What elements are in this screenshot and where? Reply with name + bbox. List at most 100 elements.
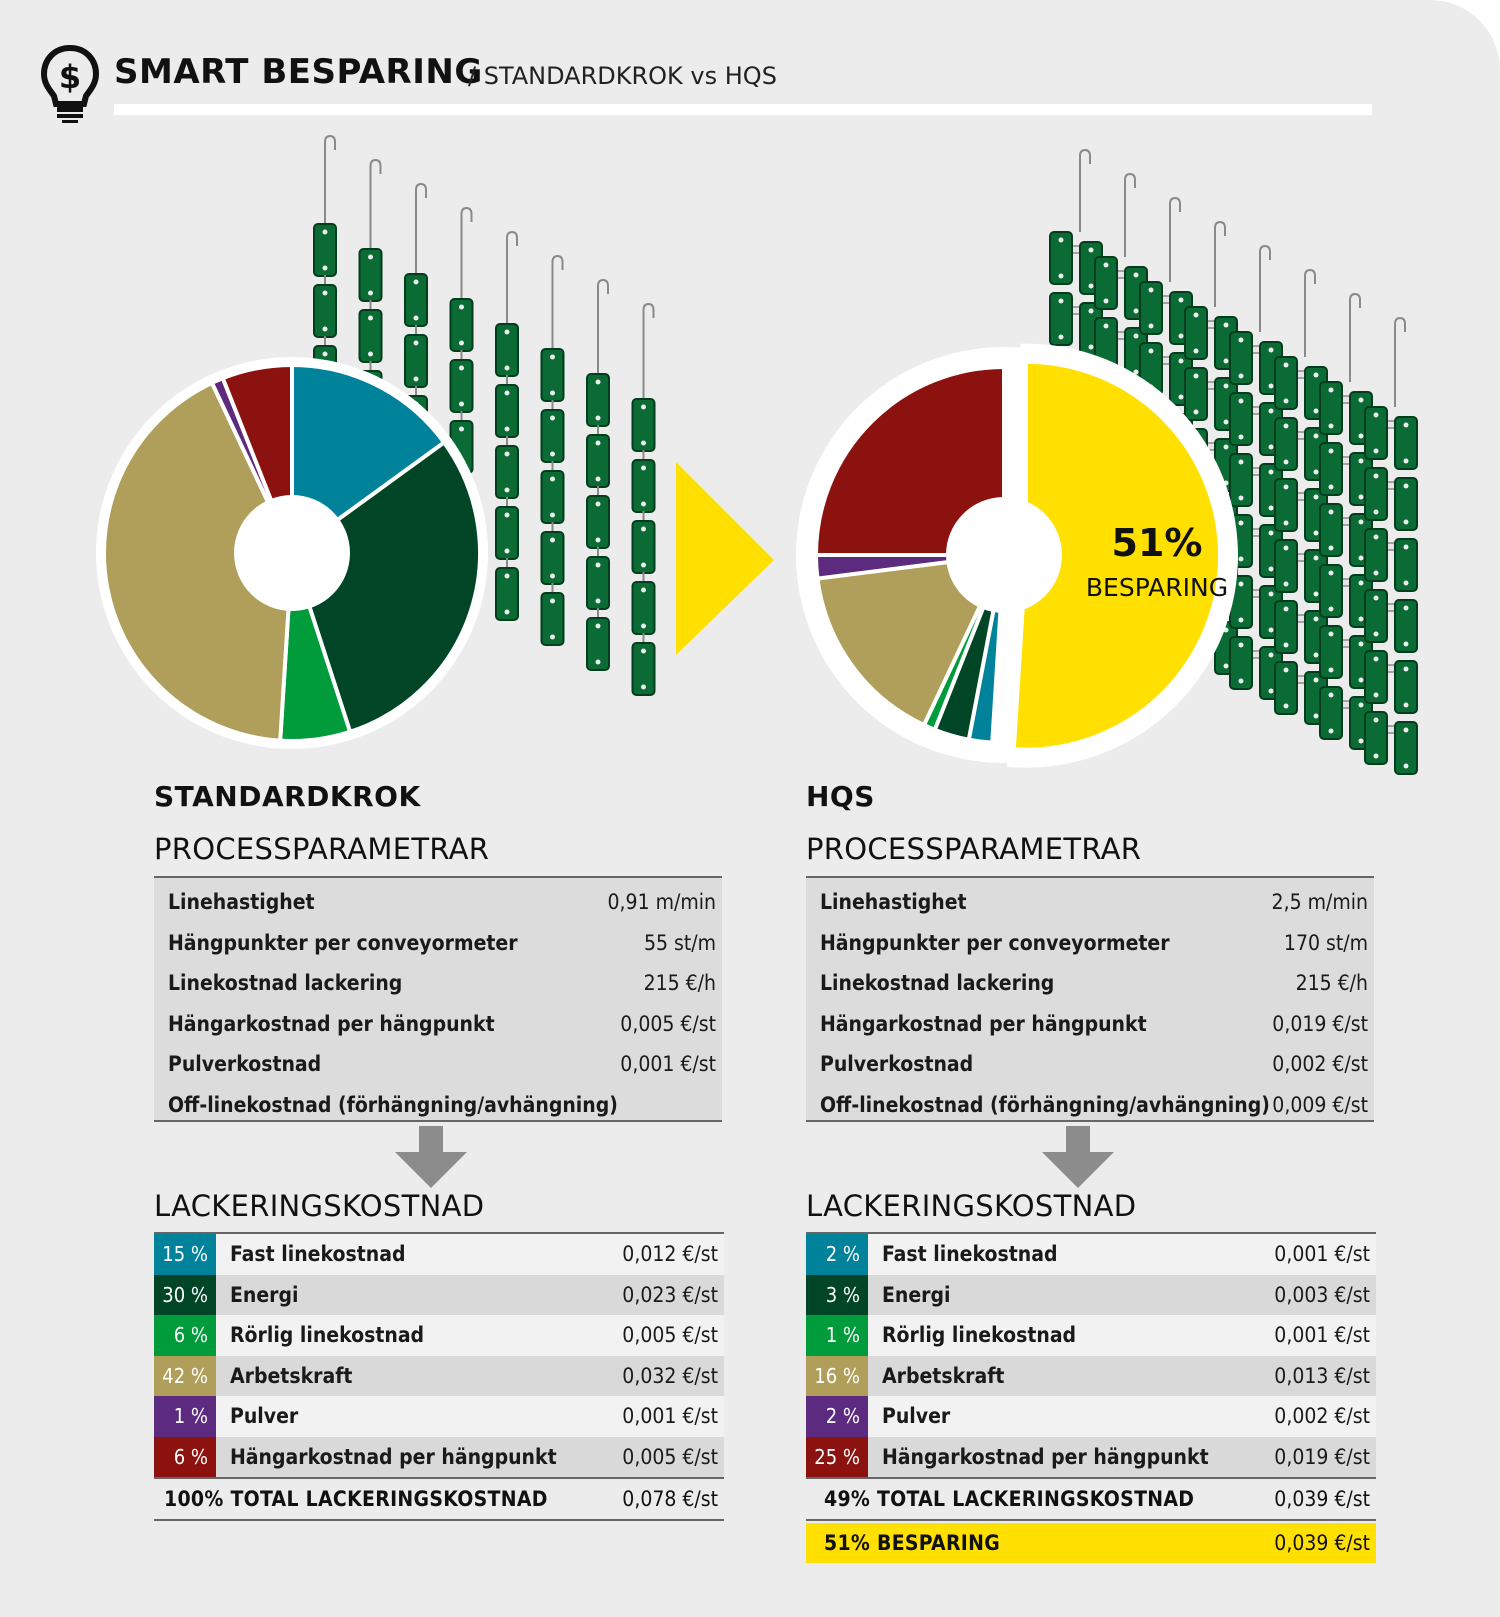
cost-value: 0,005 €/st	[622, 1323, 718, 1348]
hanger-hole	[322, 290, 328, 296]
cost-percent: 6 %	[154, 1315, 216, 1356]
pie-center-hole	[946, 497, 1062, 613]
cost-label: Pulver	[882, 1404, 951, 1429]
hanger-hole	[1358, 677, 1364, 683]
hanger-hole	[1148, 348, 1154, 354]
hanger-hole	[504, 548, 510, 554]
chart-artwork: 51% BESPARING	[96, 134, 1418, 775]
hanger-hole	[1088, 283, 1094, 289]
hanger-plate	[1094, 256, 1118, 310]
hanger-hole	[641, 684, 646, 690]
hanger-hole	[1283, 484, 1289, 490]
hanger-hole	[550, 598, 555, 604]
hanger-hole	[1403, 458, 1409, 464]
pie-chart-hqs: 51% BESPARING	[796, 343, 1238, 768]
hanger-plate	[1274, 478, 1298, 532]
pie-slice-besparing	[1011, 359, 1222, 752]
pie-slice-fast-linekostnad	[290, 363, 447, 555]
hanger-hole	[1283, 581, 1289, 587]
page-subtitle: / STANDARDKROK vs HQS	[468, 62, 777, 90]
hanger-hole	[322, 326, 328, 332]
hanger-hole	[1223, 322, 1229, 328]
hanger-hole	[1373, 717, 1379, 723]
hanger-plate	[1319, 381, 1343, 435]
total-row: 100% TOTAL LACKERINGSKOSTNAD 0,078 €/st	[154, 1477, 724, 1521]
hanger-hole	[413, 279, 419, 285]
hanger-hole	[1268, 566, 1274, 572]
hanger-hole	[550, 476, 555, 482]
total-label: 49% TOTAL LACKERINGSKOSTNAD	[824, 1487, 1195, 1511]
cost-label: Pulver	[230, 1404, 299, 1429]
hanger-plate	[1184, 367, 1208, 421]
right-costs-title: LACKERINGSKOSTNAD	[806, 1189, 1137, 1223]
hanger-plate	[1364, 650, 1388, 704]
hanger-hole	[459, 304, 464, 310]
hanger-hole	[550, 537, 555, 543]
param-label: Hängpunkter per conveyormeter	[168, 930, 518, 955]
hook-wire	[1304, 268, 1316, 357]
hanger-plate	[1364, 589, 1388, 643]
hook-wire	[460, 206, 473, 299]
hanger-hole	[1313, 530, 1319, 536]
hanger-plate	[1049, 292, 1073, 346]
hanger-hole	[1328, 509, 1334, 515]
hanger-hole	[1238, 434, 1244, 440]
hanger-hole	[1283, 667, 1289, 673]
hanger-plate	[1274, 417, 1298, 471]
cost-value: 0,019 €/st	[1274, 1444, 1370, 1469]
hanger-plate	[1274, 356, 1298, 410]
param-value: 2,5 m/min	[1271, 890, 1368, 915]
hanger-hole	[1223, 383, 1229, 389]
hanger-hole	[1313, 652, 1319, 658]
hanger-hole	[504, 390, 510, 396]
hanger-hole	[1313, 713, 1319, 719]
hanger-hole	[1358, 519, 1364, 525]
hanger-hole	[550, 573, 555, 579]
cost-percent: 3 %	[806, 1274, 868, 1315]
hanger-hole	[1328, 631, 1334, 637]
down-arrow-icon	[1042, 1126, 1114, 1188]
param-row: Pulverkostnad 0,002 €/st	[806, 1044, 1374, 1085]
hanger-hole	[1268, 688, 1274, 694]
cost-percent: 2 %	[806, 1396, 868, 1437]
param-label: Hängpunkter per conveyormeter	[820, 930, 1170, 955]
hanger-hole	[1058, 334, 1064, 340]
pie-center-hole	[234, 495, 350, 611]
hanger-hole	[1358, 555, 1364, 561]
hanger-hole	[1358, 580, 1364, 586]
hanger-plate	[1229, 392, 1253, 446]
cost-value: 0,013 €/st	[1274, 1363, 1370, 1388]
hanger-hole	[1223, 358, 1229, 364]
hanger-hole	[595, 562, 601, 568]
cost-label: Hängarkostnad per hängpunkt	[230, 1444, 557, 1469]
param-row: Linehastighet 0,91 m/min	[154, 882, 722, 923]
cost-label: Arbetskraft	[882, 1363, 1005, 1388]
right-costs-table: 2 % Fast linekostnad 0,001 €/st 3 % Energi 0,…	[806, 1232, 1376, 1563]
param-row: Pulverkostnad 0,001 €/st	[154, 1044, 722, 1085]
param-label: Linekostnad lackering	[168, 971, 403, 996]
hanger-hole	[1103, 323, 1109, 329]
hanger-plate	[1319, 686, 1343, 740]
hanger-hole	[1268, 408, 1274, 414]
hanger-hole	[1373, 631, 1379, 637]
hook-wire	[551, 254, 564, 349]
hanger-hole	[641, 562, 646, 568]
hanger-plate	[631, 642, 656, 696]
hanger-hole	[1178, 394, 1184, 400]
hanger-plate	[540, 592, 565, 646]
hanger-hole	[1373, 692, 1379, 698]
hook-wire	[1124, 172, 1136, 257]
hanger-hole	[641, 465, 646, 471]
hanger-hole	[504, 451, 510, 457]
hanger-hole	[1358, 494, 1364, 500]
hanger-hole	[1373, 534, 1379, 540]
cost-row: 25 % Hängarkostnad per hängpunkt 0,019 €/s…	[806, 1436, 1376, 1477]
param-value: 0,91 m/min	[607, 890, 716, 915]
cost-percent: 6 %	[154, 1436, 216, 1477]
hanger-hole	[1358, 433, 1364, 439]
hanger-hole	[1133, 308, 1139, 314]
hanger-hole	[1268, 530, 1274, 536]
hanger-hole	[1373, 412, 1379, 418]
hanger-hole	[550, 634, 555, 640]
